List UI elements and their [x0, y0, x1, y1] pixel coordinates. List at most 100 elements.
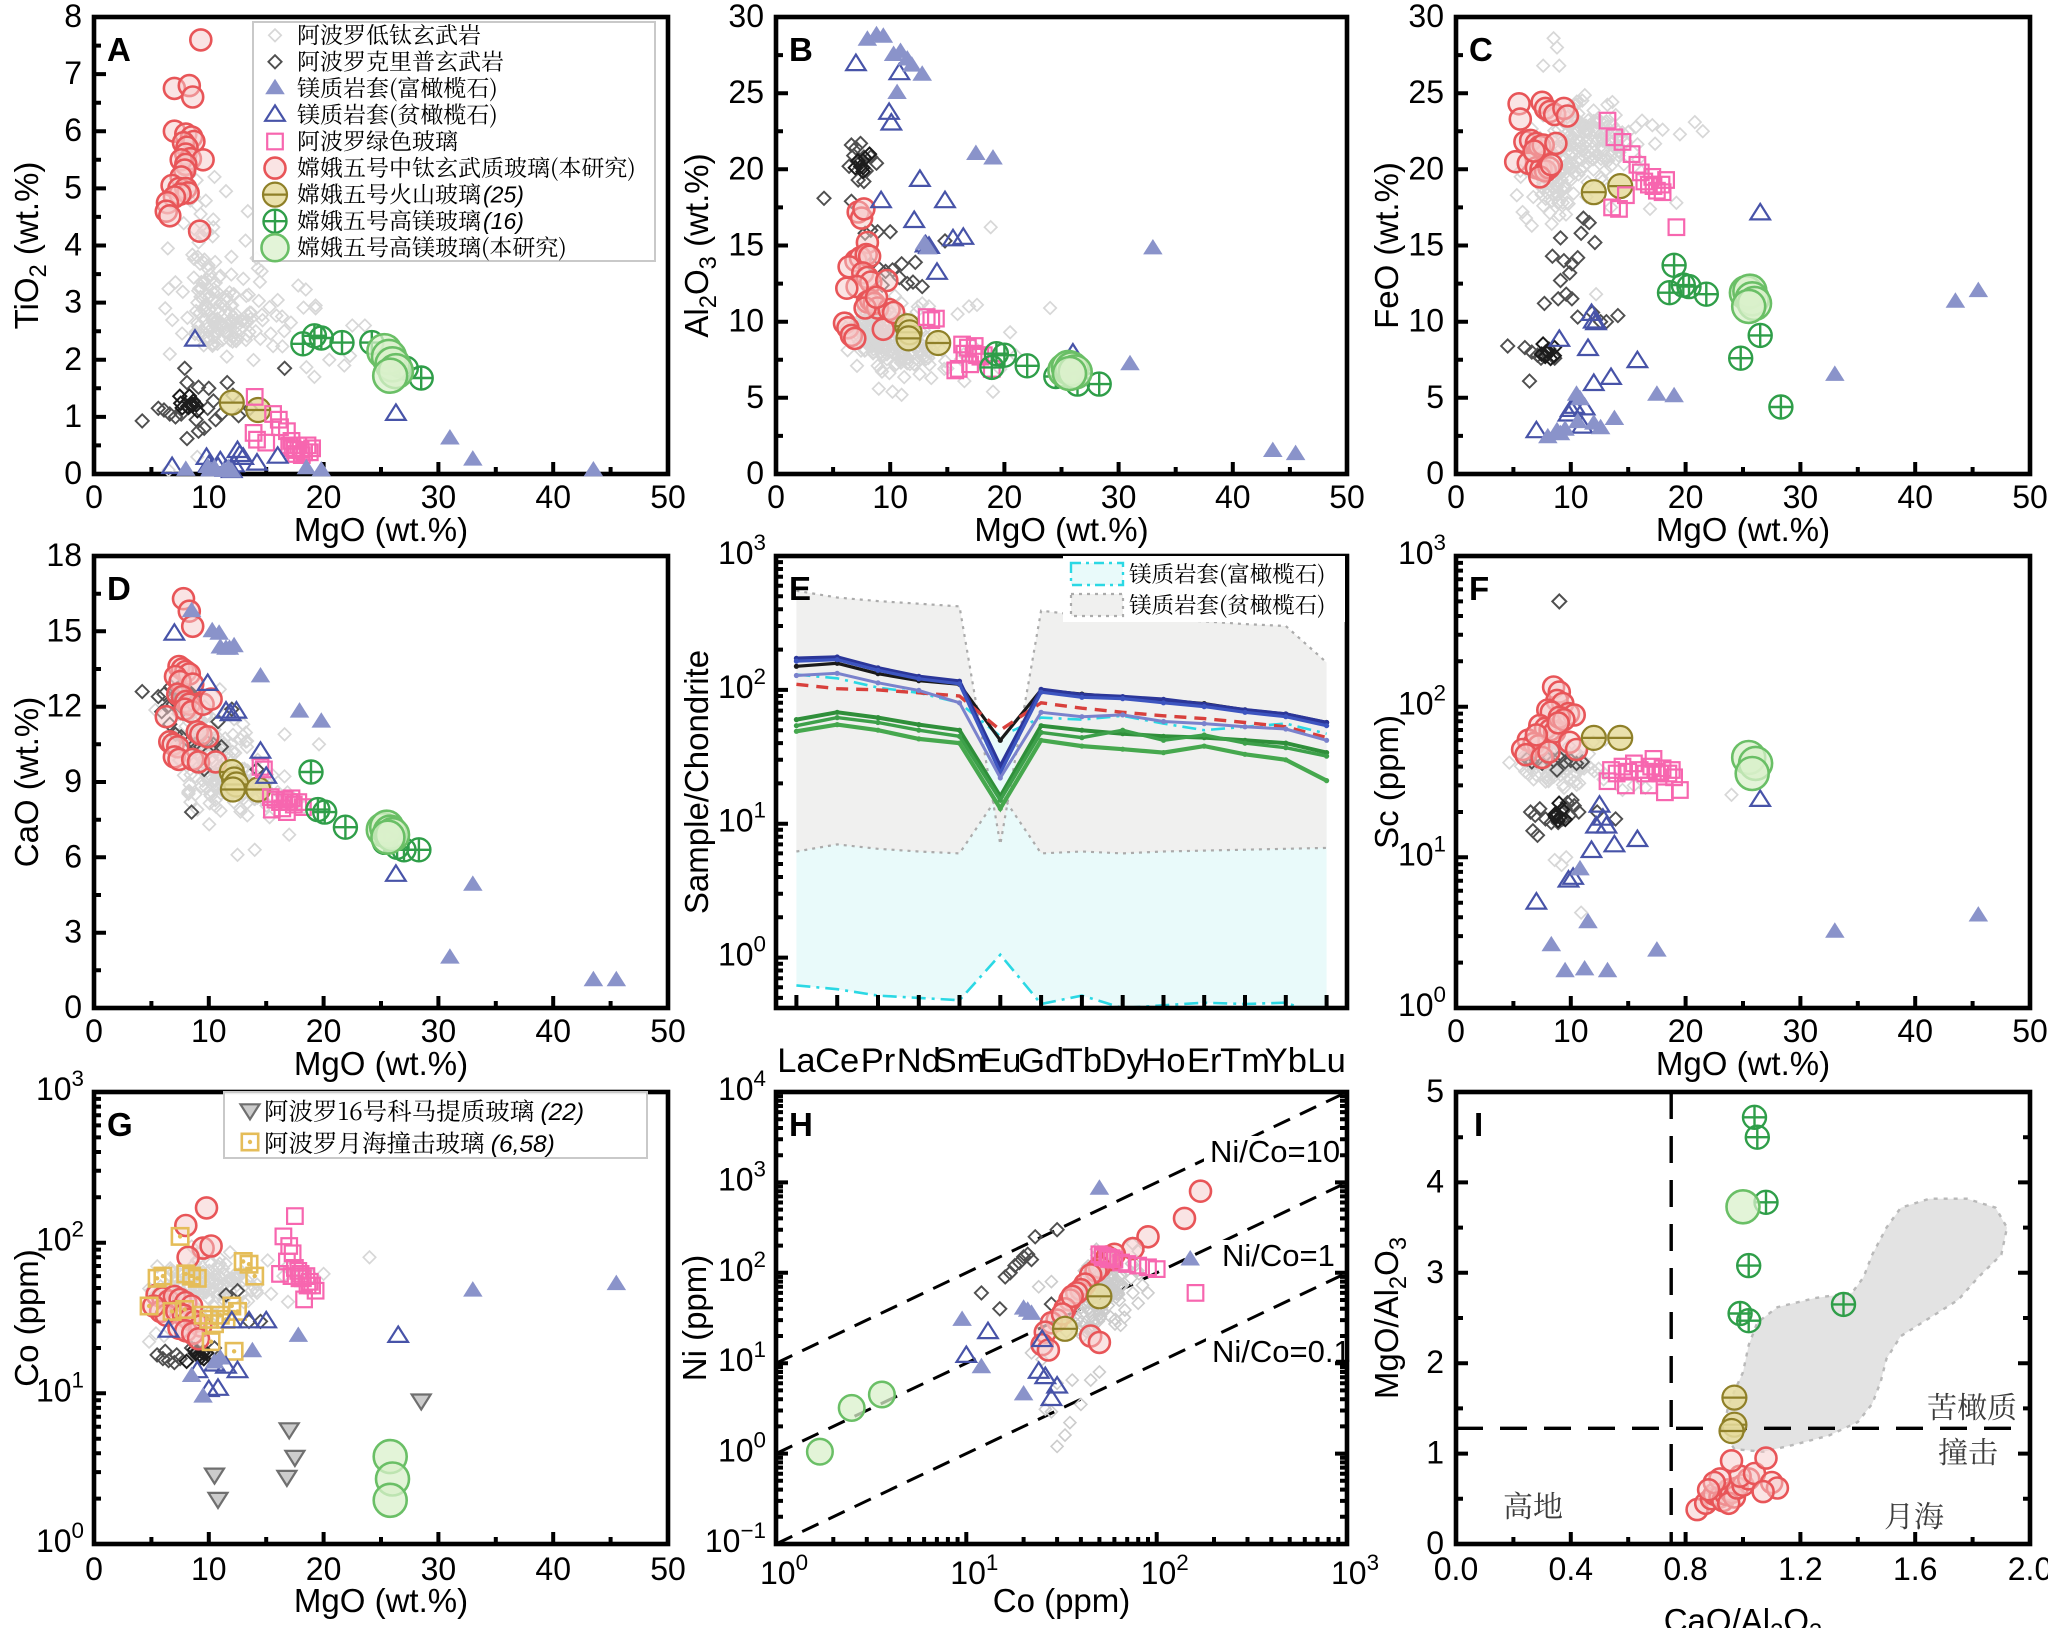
svg-text:0: 0	[746, 455, 764, 491]
svg-text:20: 20	[306, 1013, 342, 1049]
svg-text:Sm: Sm	[934, 1042, 986, 1080]
svg-text:0.4: 0.4	[1549, 1551, 1593, 1587]
svg-text:0.0: 0.0	[1434, 1551, 1478, 1587]
svg-text:50: 50	[650, 1551, 686, 1587]
svg-text:Er: Er	[1187, 1042, 1222, 1080]
svg-text:Tb: Tb	[1062, 1042, 1102, 1080]
svg-text:40: 40	[535, 1013, 571, 1049]
svg-text:Co (ppm): Co (ppm)	[993, 1582, 1131, 1619]
svg-text:0: 0	[1447, 1013, 1465, 1049]
svg-text:40: 40	[1897, 1013, 1933, 1049]
svg-text:(22): (22)	[541, 1099, 585, 1126]
svg-text:104: 104	[718, 1066, 766, 1107]
svg-text:Ni/Co=0.1: Ni/Co=0.1	[1212, 1334, 1351, 1369]
svg-text:H: H	[789, 1106, 813, 1143]
svg-text:18: 18	[46, 537, 82, 573]
svg-text:Ni/Co=10: Ni/Co=10	[1210, 1134, 1340, 1169]
svg-text:50: 50	[1329, 479, 1365, 515]
svg-text:D: D	[107, 570, 131, 607]
svg-text:30: 30	[421, 1551, 457, 1587]
svg-text:10: 10	[191, 1013, 227, 1049]
svg-text:5: 5	[1426, 1073, 1444, 1109]
svg-text:50: 50	[650, 1013, 686, 1049]
svg-text:Ni/Co=1: Ni/Co=1	[1222, 1238, 1335, 1273]
svg-text:0: 0	[1426, 455, 1444, 491]
svg-text:Eu: Eu	[979, 1042, 1021, 1080]
svg-text:0: 0	[64, 989, 82, 1025]
svg-text:TiO2 (wt.%): TiO2 (wt.%)	[8, 162, 52, 330]
svg-text:6: 6	[64, 838, 82, 874]
svg-text:20: 20	[1668, 479, 1704, 515]
svg-text:Pr: Pr	[861, 1042, 896, 1080]
svg-text:Lu: Lu	[1307, 1042, 1345, 1080]
svg-text:0.8: 0.8	[1663, 1551, 1707, 1587]
svg-text:2: 2	[1426, 1344, 1444, 1380]
svg-text:25: 25	[728, 74, 764, 110]
svg-text:5: 5	[746, 379, 764, 415]
svg-text:15: 15	[1408, 227, 1444, 263]
svg-text:E: E	[789, 570, 811, 607]
svg-text:30: 30	[1783, 1013, 1819, 1049]
svg-text:1.6: 1.6	[1893, 1551, 1937, 1587]
svg-text:Ni (ppm): Ni (ppm)	[676, 1255, 713, 1382]
svg-text:6: 6	[64, 112, 82, 148]
svg-text:Ce: Ce	[815, 1042, 859, 1080]
svg-text:A: A	[107, 31, 131, 68]
svg-text:CaO (wt.%): CaO (wt.%)	[8, 697, 45, 868]
svg-text:40: 40	[1897, 479, 1933, 515]
svg-text:G: G	[107, 1106, 133, 1143]
svg-text:50: 50	[2012, 1013, 2048, 1049]
svg-text:La: La	[777, 1042, 816, 1080]
svg-text:30: 30	[1101, 479, 1137, 515]
svg-text:0: 0	[85, 479, 103, 515]
svg-text:30: 30	[1408, 0, 1444, 34]
svg-text:Sc (ppm): Sc (ppm)	[1368, 715, 1405, 849]
svg-text:2.0: 2.0	[2008, 1551, 2048, 1587]
svg-text:B: B	[789, 31, 813, 68]
svg-text:0: 0	[64, 455, 82, 491]
svg-text:10: 10	[191, 1551, 227, 1587]
svg-text:101: 101	[718, 1337, 766, 1378]
svg-text:10: 10	[1553, 1013, 1589, 1049]
svg-text:Yb: Yb	[1265, 1042, 1307, 1080]
svg-text:0: 0	[767, 479, 785, 515]
svg-text:25: 25	[1408, 74, 1444, 110]
svg-text:CaO/Al2O3: CaO/Al2O3	[1664, 1602, 1823, 1628]
svg-text:(6,58): (6,58)	[491, 1131, 555, 1158]
svg-text:101: 101	[1398, 831, 1446, 872]
svg-text:5: 5	[64, 169, 82, 205]
svg-text:0: 0	[1426, 1525, 1444, 1561]
svg-text:103: 103	[718, 1156, 766, 1197]
svg-text:MgO (wt.%): MgO (wt.%)	[974, 511, 1148, 548]
svg-text:(25): (25)	[483, 182, 524, 208]
svg-text:9: 9	[64, 763, 82, 799]
svg-text:10: 10	[1408, 303, 1444, 339]
svg-text:1: 1	[64, 398, 82, 434]
svg-text:(16): (16)	[483, 208, 524, 234]
svg-text:3: 3	[64, 284, 82, 320]
svg-text:Gd: Gd	[1018, 1042, 1064, 1080]
svg-text:20: 20	[1668, 1013, 1704, 1049]
svg-text:10: 10	[191, 479, 227, 515]
svg-text:MgO/Al2O3: MgO/Al2O3	[1368, 1237, 1412, 1399]
svg-text:10: 10	[1553, 479, 1589, 515]
svg-text:C: C	[1469, 31, 1493, 68]
svg-text:2: 2	[64, 341, 82, 377]
svg-text:F: F	[1469, 570, 1489, 607]
svg-text:MgO (wt.%): MgO (wt.%)	[294, 1582, 468, 1619]
svg-text:30: 30	[421, 1013, 457, 1049]
svg-text:7: 7	[64, 55, 82, 91]
svg-text:30: 30	[421, 479, 457, 515]
svg-text:Co (ppm): Co (ppm)	[8, 1249, 45, 1387]
svg-text:1.2: 1.2	[1778, 1551, 1822, 1587]
svg-text:0: 0	[85, 1551, 103, 1587]
svg-text:Ho: Ho	[1141, 1042, 1185, 1080]
svg-text:20: 20	[306, 479, 342, 515]
svg-text:Al2O3 (wt.%): Al2O3 (wt.%)	[678, 153, 722, 337]
svg-text:15: 15	[46, 612, 82, 648]
svg-text:20: 20	[728, 150, 764, 186]
svg-text:8: 8	[64, 0, 82, 34]
svg-text:20: 20	[1408, 150, 1444, 186]
svg-text:40: 40	[1215, 479, 1251, 515]
svg-text:5: 5	[1426, 379, 1444, 415]
